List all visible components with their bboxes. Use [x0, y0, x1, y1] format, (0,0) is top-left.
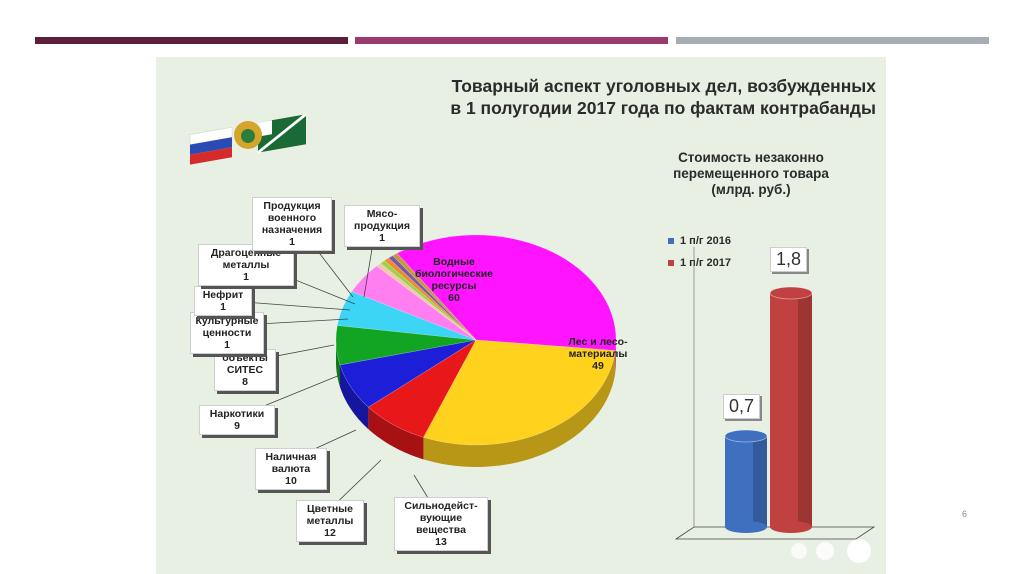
pie-callout-7: Культурные ценности 1 [190, 312, 264, 354]
flags-emblem [189, 113, 307, 165]
pie-side-10 [336, 338, 341, 387]
pie-slice-8 [380, 260, 477, 341]
pie-slice-7 [376, 262, 477, 341]
bar-chart-floor [674, 526, 876, 540]
pie-side-60 [615, 338, 616, 373]
decorative-circles [791, 539, 871, 563]
pie-slice-10 [388, 255, 477, 341]
legend-swatch-2017 [668, 260, 674, 267]
pie-slice-9 [383, 257, 477, 341]
pie-slice-0 [396, 234, 617, 351]
top-bar-light [676, 37, 989, 44]
pie-side-49 [423, 350, 616, 467]
pie-depth [336, 338, 616, 467]
pie-side-12 [340, 364, 369, 430]
pie-callout-2: Сильнодейст-вующие вещества 13 [394, 497, 488, 551]
bar-1 [769, 286, 813, 533]
pie-slice-5 [336, 291, 477, 341]
page-number: 6 [962, 509, 968, 519]
pie-label-1: Лес и лесо-материалы 49 [568, 336, 628, 372]
bar-value-2016: 0,7 [723, 394, 761, 419]
legend-label-2017: 1 п/г 2017 [680, 257, 731, 269]
bar-0 [724, 429, 768, 533]
pie-side-13 [368, 407, 424, 460]
pie-callout-5: Наркотики 9 [199, 405, 275, 435]
legend-swatch-2016 [668, 238, 674, 245]
pie-slice-4 [335, 325, 477, 366]
pie-callout-6: объекты СИТЕС 8 [214, 349, 276, 391]
legend-2016: 1 п/г 2016 [668, 235, 731, 247]
pie-label-0: Водные биологические ресурсы 60 [414, 256, 494, 304]
top-bar-dark [35, 37, 348, 44]
pie-slice-6 [351, 265, 477, 341]
pie-callout-8: Нефрит 1 [194, 286, 252, 316]
bar-chart [674, 247, 876, 540]
pie-callout-11: Мясо-продукция 1 [344, 205, 420, 247]
pie-slice-3 [339, 339, 477, 408]
pie-callout-10: Продукция военного назначения 1 [252, 197, 332, 251]
pie-callout-4: Наличная валюта 10 [255, 448, 327, 490]
slide-content-panel: Товарный аспект уголовных дел, возбужден… [156, 57, 886, 574]
pie-callout-3: Цветные металлы 12 [296, 500, 364, 542]
bar-value-2017: 1,8 [770, 247, 808, 272]
slide-title-line1: Товарный аспект уголовных дел, возбужден… [451, 76, 876, 96]
pie-slice-1 [422, 339, 616, 446]
pie-slice-2 [367, 339, 477, 438]
pie-chart [217, 210, 617, 515]
top-bar-mid [355, 37, 668, 44]
slide-title-line2: в 1 полугодии 2017 года по фактам контра… [450, 98, 876, 118]
legend-label-2016: 1 п/г 2016 [680, 235, 731, 247]
legend-2017: 1 п/г 2017 [668, 257, 731, 269]
pie-slice-11 [392, 252, 477, 341]
slide-title: Товарный аспект уголовных дел, возбужден… [406, 75, 876, 119]
bar-chart-title: Стоимость незаконно перемещенного товара… [673, 150, 829, 197]
